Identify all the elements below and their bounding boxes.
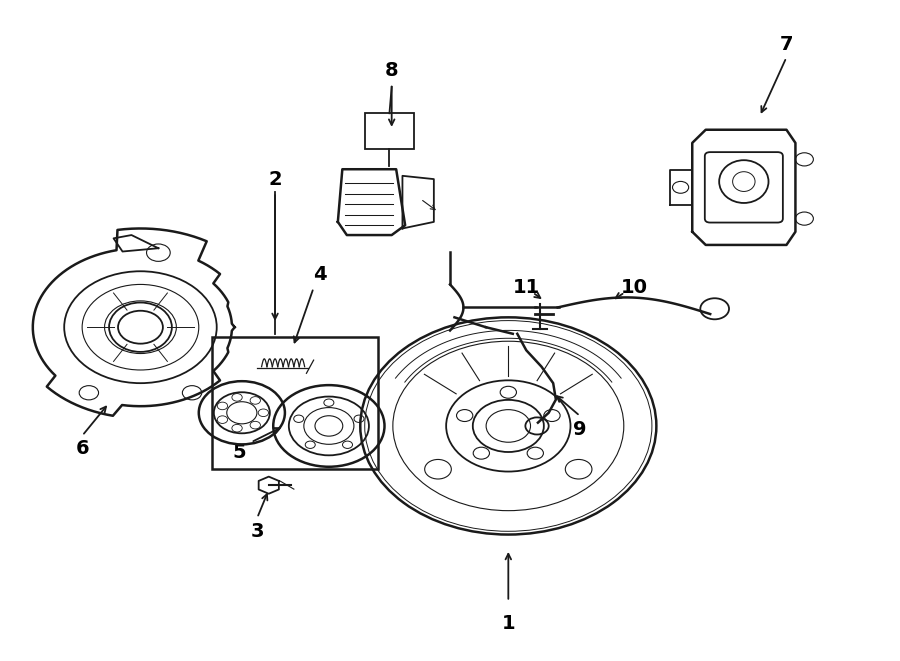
Text: 6: 6	[76, 440, 89, 459]
Text: 2: 2	[268, 170, 282, 188]
Text: 11: 11	[513, 278, 540, 297]
Text: 5: 5	[232, 443, 246, 462]
Bar	[364, 113, 414, 149]
Text: 7: 7	[779, 34, 793, 54]
Text: 9: 9	[573, 420, 587, 439]
Text: 3: 3	[250, 522, 264, 541]
Bar	[212, 337, 378, 469]
Text: 8: 8	[385, 61, 399, 80]
Text: 4: 4	[313, 265, 327, 284]
Text: 1: 1	[501, 614, 515, 633]
Text: 10: 10	[620, 278, 647, 297]
